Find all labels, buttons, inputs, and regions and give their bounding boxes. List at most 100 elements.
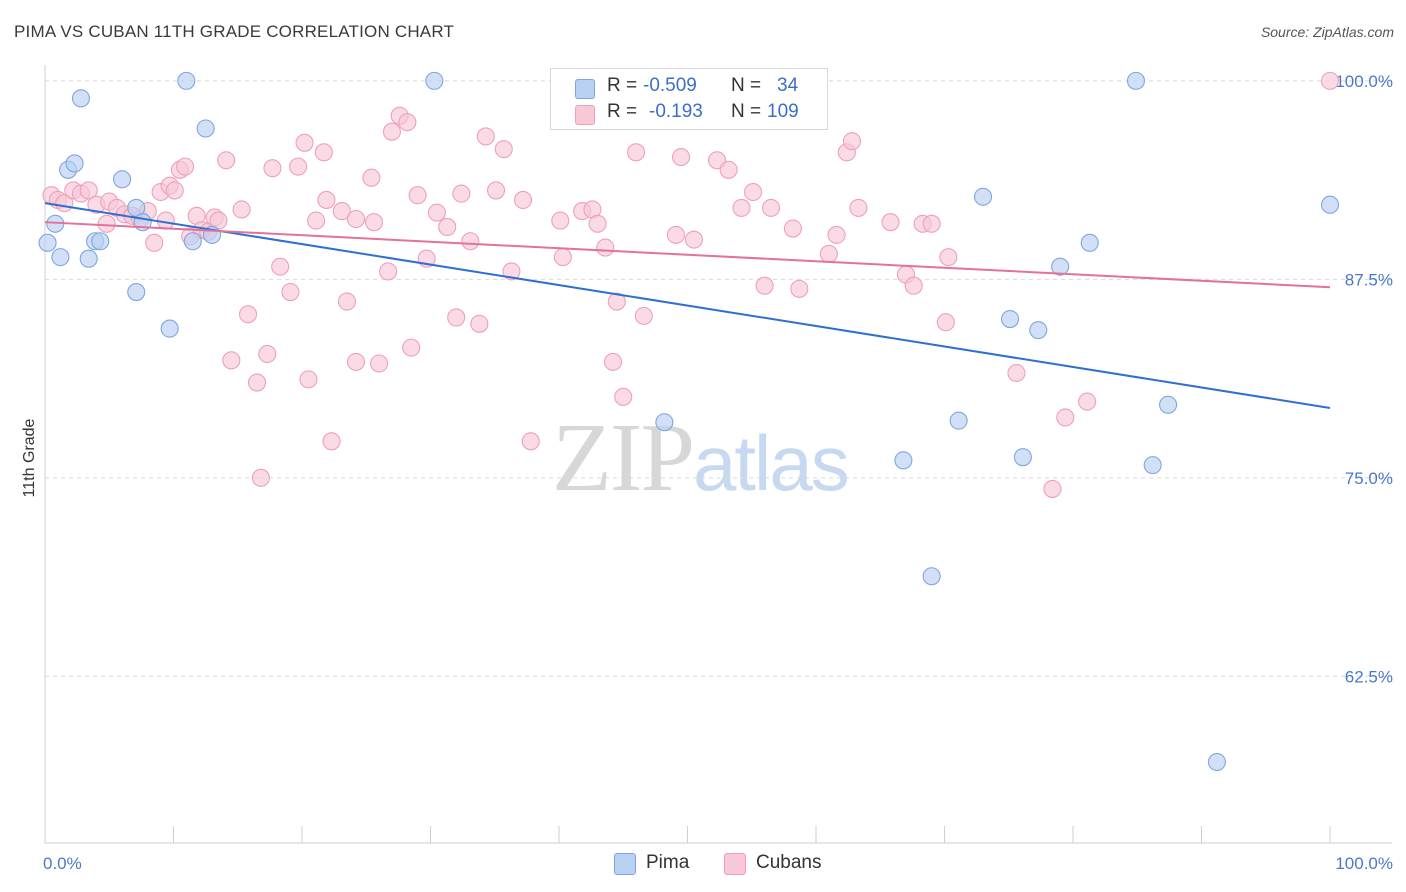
pima-point — [949, 411, 968, 430]
pima-trend-line — [44, 202, 1331, 409]
cubans-point — [382, 122, 402, 141]
tick-labels: 62.5% 75.0% 87.5% 100.0% 0.0% 100.0% — [43, 72, 1393, 873]
cubans-point — [165, 181, 184, 200]
cubans-point — [790, 279, 809, 298]
cubans-swatch — [575, 105, 595, 125]
cubans-r-value: -0.193 — [649, 101, 703, 122]
pima-point — [973, 187, 993, 206]
cubans-point — [521, 432, 540, 451]
pima-r-label: R = — [607, 75, 638, 96]
y-tick-label: 75.0% — [1345, 469, 1393, 488]
axes — [44, 65, 1392, 844]
cubans-legend-label: Cubans — [756, 852, 822, 873]
cubans-point — [551, 211, 570, 230]
pima-point — [1080, 233, 1099, 252]
pima-point — [38, 233, 57, 252]
cubans-point — [596, 238, 615, 257]
cubans-point — [271, 257, 290, 276]
pima-point — [894, 451, 913, 470]
cubans-point — [842, 132, 862, 151]
cubans-point — [719, 160, 738, 179]
x-tick-label: 100.0% — [1335, 854, 1393, 873]
pima-n-value: 34 — [777, 75, 799, 96]
series-pima — [38, 71, 1340, 772]
cubans-point — [819, 244, 838, 263]
cubans-point — [486, 181, 506, 200]
cubans-n-label: N = — [731, 101, 762, 122]
y-axis-title: 11th Grade — [21, 418, 38, 497]
cubans-point — [295, 133, 314, 152]
cubans-point — [332, 202, 351, 221]
cubans-point — [379, 262, 398, 281]
pima-point — [196, 119, 215, 138]
cubans-point — [307, 211, 326, 230]
cubans-point — [322, 432, 341, 451]
cubans-point — [346, 352, 366, 371]
cubans-point — [1043, 479, 1062, 498]
cubans-point — [494, 140, 513, 159]
cubans-point — [627, 143, 646, 162]
cubans-point — [1007, 363, 1026, 383]
cubans-point — [634, 306, 653, 325]
cubans-point — [553, 248, 572, 267]
pima-point — [1207, 752, 1226, 772]
cubans-trend-line — [44, 221, 1331, 289]
cubans-point — [827, 225, 846, 244]
pima-point — [1029, 321, 1048, 340]
trend-lines — [44, 202, 1331, 409]
pima-point — [127, 282, 146, 302]
pima-point — [160, 319, 179, 338]
cubans-point — [408, 186, 427, 205]
cubans-point — [289, 157, 308, 176]
cubans-point — [398, 113, 417, 132]
cubans-point — [603, 352, 623, 371]
cubans-point — [364, 213, 384, 232]
cubans-point — [258, 344, 277, 364]
pima-point — [1126, 71, 1146, 90]
cubans-point — [176, 157, 195, 176]
cubans-point — [217, 151, 236, 170]
cubans-point — [299, 370, 318, 389]
cubans-legend-swatch — [724, 853, 746, 875]
series-cubans — [42, 71, 1340, 498]
cubans-n-value: 109 — [767, 101, 799, 122]
pima-point — [79, 249, 98, 268]
pima-point — [1143, 456, 1162, 475]
cubans-point — [251, 468, 270, 487]
cubans-point — [346, 209, 366, 229]
cubans-point — [263, 159, 282, 178]
cubans-point — [849, 198, 868, 217]
cubans-point — [666, 225, 685, 244]
source-credit: Source: ZipAtlas.com — [1260, 24, 1394, 40]
cubans-point — [684, 230, 703, 249]
cubans-point — [232, 200, 251, 219]
cubans-point — [614, 387, 633, 406]
pima-point — [1320, 195, 1340, 214]
cubans-point — [755, 276, 774, 295]
cubans-point — [238, 305, 258, 324]
cubans-point — [145, 233, 164, 252]
cubans-point — [1056, 408, 1075, 427]
y-tick-label: 87.5% — [1345, 270, 1393, 289]
cubans-point — [222, 351, 241, 370]
cubans-point — [476, 127, 495, 146]
cubans-point — [1078, 392, 1097, 411]
pima-point — [65, 154, 84, 173]
cubans-point — [281, 282, 300, 302]
x-tick-label: 0.0% — [43, 854, 82, 873]
cubans-point — [732, 198, 751, 217]
pima-point — [51, 248, 70, 267]
cubans-point — [438, 217, 457, 237]
pima-point — [655, 413, 674, 432]
cubans-point — [881, 213, 900, 232]
y-tick-label: 62.5% — [1345, 667, 1393, 686]
cubans-point — [314, 143, 333, 162]
cubans-point — [427, 203, 446, 222]
cubans-point — [370, 354, 389, 373]
pima-n-label: N = — [731, 75, 762, 96]
cubans-point — [588, 214, 607, 233]
pima-point — [71, 89, 91, 108]
cubans-point — [337, 292, 357, 311]
y-tick-label: 100.0% — [1335, 72, 1393, 91]
